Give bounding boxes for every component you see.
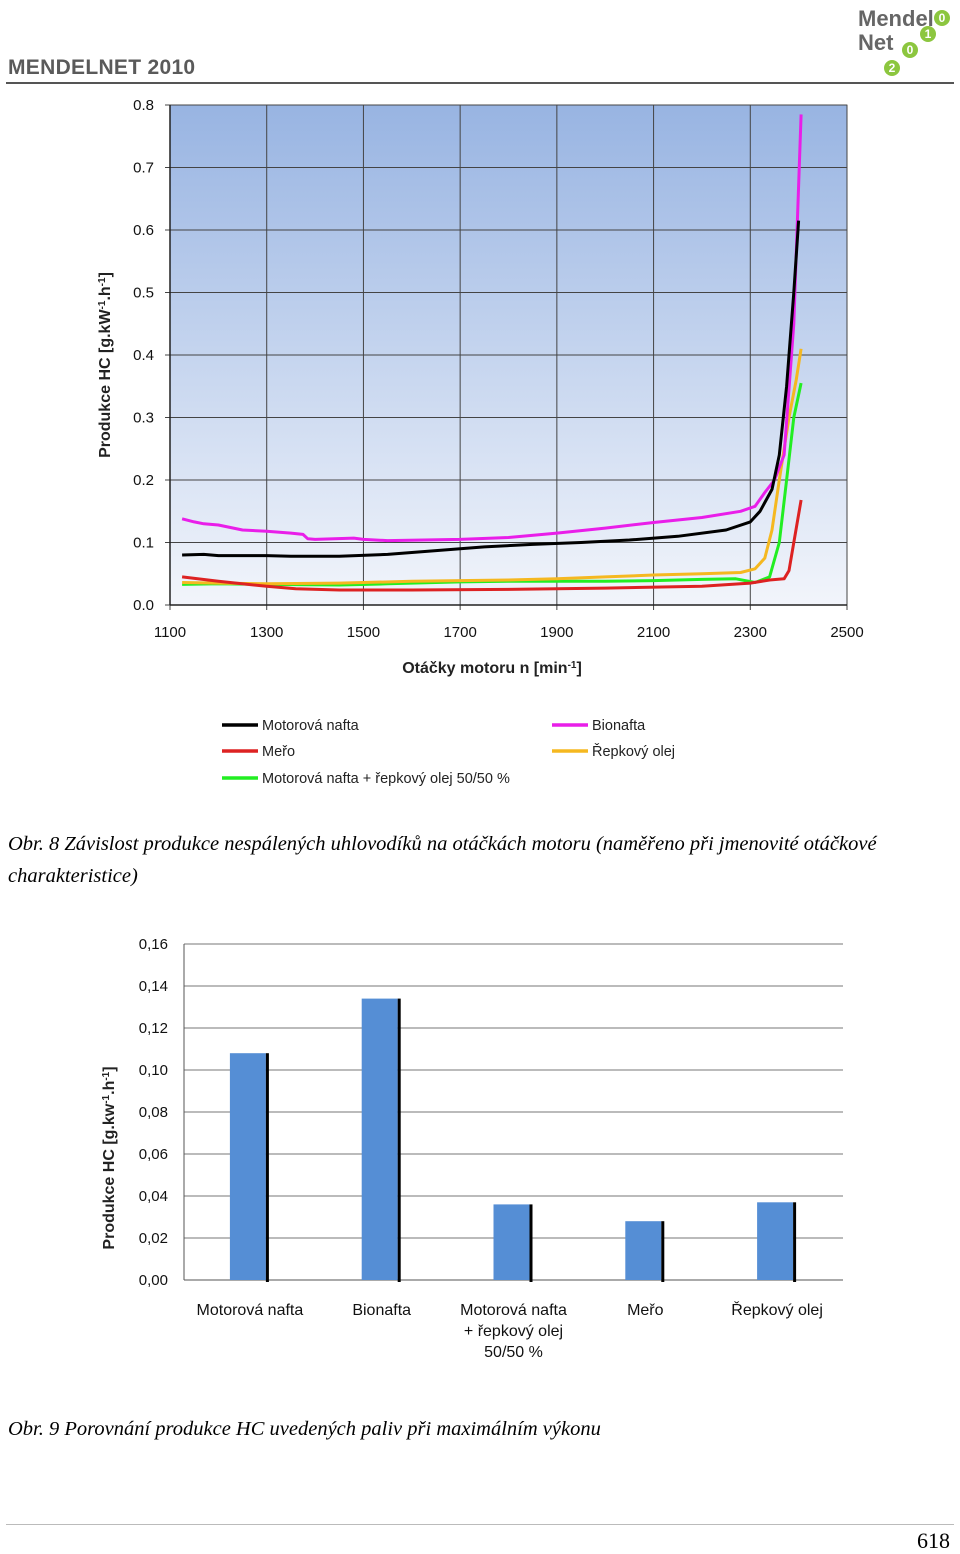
line-chart-y-tick-label: 0.5	[133, 285, 154, 302]
legend-label: Motorová nafta	[262, 718, 360, 734]
bar	[229, 1053, 266, 1280]
bar-chart-y-tick-label: 0,06	[139, 1146, 168, 1163]
line-chart-x-tick-label: 1700	[443, 624, 476, 641]
line-chart-x-tick-label: 2300	[734, 624, 767, 641]
logo-word-mendel: Mendel	[858, 6, 934, 31]
bar	[757, 1202, 794, 1280]
journal-brand: MENDELNET 2010	[8, 56, 196, 79]
legend-label: Bionafta	[592, 718, 646, 734]
logo-digit: 2	[884, 60, 900, 76]
mendelnet-logo: Mendel Net 0 1 0 2	[858, 4, 958, 80]
line-chart-y-tick-label: 0.1	[133, 535, 154, 552]
logo-digit: 0	[902, 42, 918, 58]
line-chart-x-tick-label: 2500	[830, 624, 863, 641]
bar-error-line	[397, 998, 401, 1282]
logo-digit: 0	[934, 10, 950, 26]
line-chart-x-axis-label: Otáčky motoru n [min-1]	[402, 660, 582, 678]
line-chart-x-tick-label: 2100	[637, 624, 670, 641]
line-series-0	[182, 220, 801, 558]
bar-error-line	[529, 1204, 533, 1282]
logo-word-net: Net	[858, 30, 894, 55]
line-chart-y-tick-label: 0.3	[133, 410, 154, 427]
figure-8-caption: Obr. 8 Závislost produkce nespálených uh…	[8, 833, 877, 887]
line-chart-x-tick-label: 1300	[250, 624, 283, 641]
hc-bar-chart: 0,00 0,02 0,04 0,06 0,08 0,10 0,12 0,14 0,16 Mot…	[101, 936, 843, 1361]
figure-9-caption: Obr. 9 Porovnání produkce HC uvedených p…	[8, 1418, 601, 1440]
bar	[361, 998, 398, 1280]
bar-chart-category-label: Motorová nafta	[197, 1302, 304, 1319]
bar-chart-category-label: Řepkový olej	[731, 1300, 823, 1319]
bar-chart-y-tick-label: 0,14	[139, 978, 168, 995]
bar-chart-y-tick-label: 0,08	[139, 1104, 168, 1121]
line-chart-x-tick-label: 1900	[540, 624, 573, 641]
logo-digit: 1	[920, 26, 936, 42]
legend-label: Řepkový olej	[592, 743, 675, 760]
line-chart-y-tick-label: 0.0	[133, 597, 154, 614]
hc-line-chart: 1100 1300 1500 1700 1900 2100 2300 2500 0.0 0.1 0…	[97, 97, 864, 787]
footer-rule	[6, 1524, 954, 1525]
bar-chart-y-tick-label: 0,16	[139, 936, 168, 953]
bar-chart-category-label: Meřo	[627, 1302, 664, 1319]
line-series-2	[181, 499, 803, 592]
bar-chart-y-axis-label: Produkce HC [g.kw-1.h-1]	[101, 1066, 119, 1249]
bar-chart-category-label: Bionafta	[352, 1302, 411, 1319]
line-series-4	[182, 382, 803, 587]
page-number: 618	[917, 1528, 950, 1553]
bar-error-line	[793, 1202, 797, 1282]
bar-error-line	[661, 1221, 665, 1282]
line-chart-legend: Motorová nafta Meřo Motorová nafta + řepko…	[222, 718, 675, 787]
line-chart-y-tick-label: 0.8	[133, 97, 154, 114]
bar-chart-y-tick-label: 0,00	[139, 1272, 168, 1289]
line-chart-y-tick-label: 0.7	[133, 160, 154, 177]
bar-chart-category-label: 50/50 %	[484, 1344, 543, 1361]
line-chart-y-axis-label: Produkce HC [g.kW-1.h-1]	[97, 272, 115, 458]
bar-chart-y-tick-label: 0,04	[139, 1188, 168, 1205]
line-chart-x-tick-label: 1100	[154, 624, 186, 641]
line-chart-y-tick-label: 0.4	[133, 347, 154, 364]
header-rule	[6, 82, 954, 84]
legend-label: Meřo	[262, 744, 295, 760]
line-series-3	[182, 348, 803, 586]
line-chart-x-tick-label: 1500	[347, 624, 380, 641]
line-chart-y-tick-label: 0.6	[133, 222, 154, 239]
line-series-1	[181, 114, 803, 543]
bar	[493, 1204, 530, 1280]
bar-chart-y-tick-label: 0,10	[139, 1062, 168, 1079]
bar-chart-category-label: + řepkový olej	[464, 1323, 563, 1340]
bar-chart-y-tick-label: 0,02	[139, 1230, 168, 1247]
bar-error-line	[265, 1053, 269, 1282]
bar-chart-y-tick-label: 0,12	[139, 1020, 168, 1037]
bar-chart-category-label: Motorová nafta	[460, 1302, 567, 1319]
line-chart-y-tick-label: 0.2	[133, 472, 154, 489]
legend-label: Motorová nafta + řepkový olej 50/50 %	[262, 771, 510, 787]
bar	[625, 1221, 662, 1280]
